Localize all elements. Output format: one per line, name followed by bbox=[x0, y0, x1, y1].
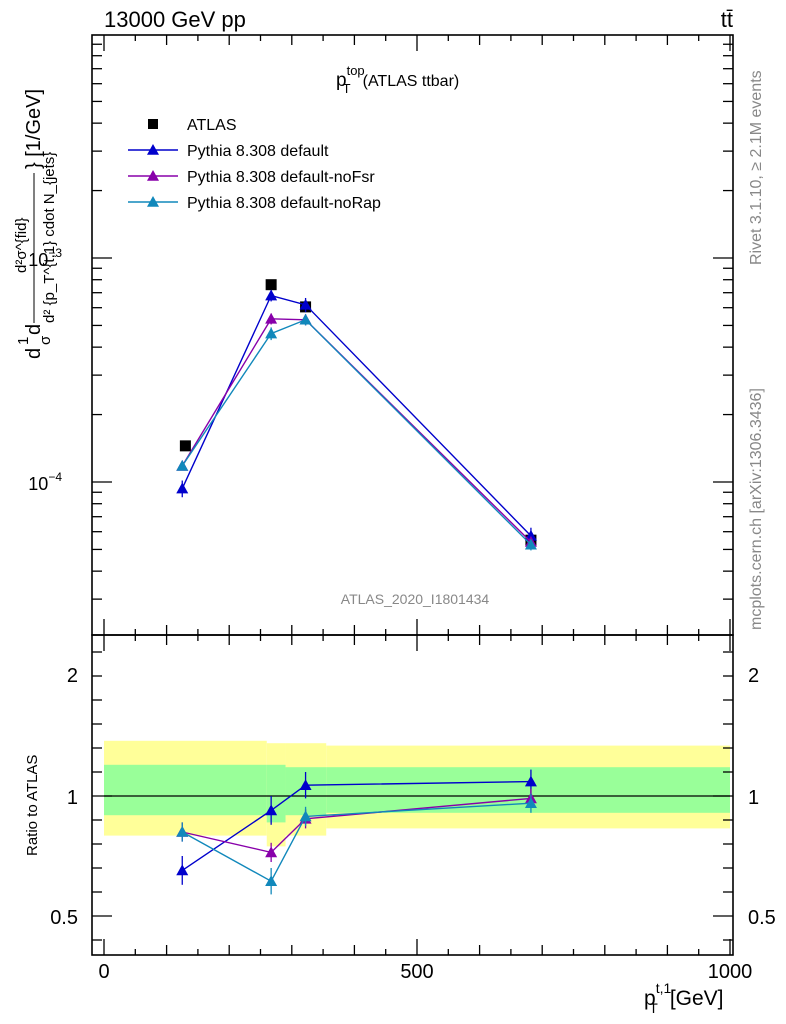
main-panel: ptop T (ATLAS ttbar) ATLAS_2020_I1801434 1… bbox=[13, 34, 734, 636]
ratio-ytick-05-left: 0.5 bbox=[50, 907, 78, 929]
analysis-watermark: ATLAS_2020_I1801434 bbox=[341, 591, 490, 607]
data-point-marker bbox=[265, 279, 277, 291]
ylabel-frac1-den: σ bbox=[37, 335, 54, 345]
legend-square-marker bbox=[148, 119, 158, 129]
ratio-point-marker bbox=[265, 875, 278, 886]
mcplots-label: mcplots.cern.ch [arXiv:1306.3436] bbox=[748, 388, 765, 630]
series-pythia-8-308-default-nofsr bbox=[176, 312, 537, 548]
header-process: tt̄ bbox=[721, 7, 733, 32]
legend: ATLAS Pythia 8.308 default Pythia 8.308 de… bbox=[128, 117, 381, 212]
title-sub: T bbox=[343, 81, 351, 96]
series-line bbox=[181, 318, 532, 543]
ratio-uncertainty-bands bbox=[104, 740, 730, 847]
data-point-marker bbox=[176, 459, 189, 471]
header-collision: 13000 GeV pp bbox=[104, 7, 246, 32]
xtick-label-1000: 1000 bbox=[708, 961, 753, 983]
ratio-point-marker bbox=[265, 804, 278, 816]
ratio-frame bbox=[91, 634, 734, 956]
ylabel-d1: d bbox=[23, 348, 45, 359]
ratio-series-pythia-8-308-default bbox=[176, 769, 537, 885]
legend-item: Pythia 8.308 default-noRap bbox=[128, 195, 381, 212]
ratio-point-marker bbox=[299, 810, 312, 822]
ratio-ytick-1-right: 1 bbox=[748, 787, 759, 809]
legend-label: ATLAS bbox=[187, 117, 237, 134]
ratio-series-line bbox=[181, 802, 531, 883]
ratio-ytick-1-left: 1 bbox=[67, 787, 78, 809]
main-axis-ticks bbox=[92, 35, 733, 635]
ratio-point-marker bbox=[524, 775, 537, 787]
data-point-marker bbox=[299, 313, 312, 325]
ratio-point-marker bbox=[265, 846, 278, 858]
main-y-axis-label: d 1 σ d d²σ^{fid} d² {p_T^{t,1} cdot N_{… bbox=[13, 89, 58, 359]
main-title: ptop T (ATLAS ttbar) bbox=[336, 63, 459, 96]
ratio-ytick-2-right: 2 bbox=[748, 665, 759, 687]
ylabel-frac2-num: d²σ^{fid} bbox=[13, 218, 30, 274]
ratio-series-line bbox=[181, 780, 531, 871]
rivet-label: Rivet 3.1.10, ≥ 2.1M events bbox=[748, 70, 765, 265]
legend-item: ATLAS bbox=[148, 117, 237, 134]
ratio-panel: 2 1 0.5 2 1 0.5 Ratio to ATLAS 0 500 100… bbox=[24, 634, 776, 1016]
ytick-label-1e-4: 10−4 bbox=[28, 470, 62, 494]
legend-label: Pythia 8.308 default-noRap bbox=[187, 195, 381, 212]
main-y-tick-labels: 10−4 10−3 bbox=[28, 246, 62, 494]
ylabel-frac1-num: 1 bbox=[15, 337, 32, 345]
series-pythia-8-308-default-norap bbox=[176, 313, 537, 551]
data-point-marker bbox=[176, 482, 189, 494]
data-point-marker bbox=[265, 312, 278, 324]
legend-item: Pythia 8.308 default-noFsr bbox=[128, 169, 375, 186]
ratio-y-axis-label: Ratio to ATLAS bbox=[24, 755, 41, 856]
data-point-marker bbox=[179, 440, 191, 452]
legend-triangle-marker bbox=[147, 196, 159, 207]
data-point-marker bbox=[265, 327, 278, 339]
legend-item: Pythia 8.308 default bbox=[128, 143, 329, 160]
ytick-label-1e-3: 10−3 bbox=[28, 246, 62, 270]
ratio-ytick-2-left: 2 bbox=[67, 665, 78, 687]
title-main: p bbox=[336, 70, 347, 91]
title-rest: (ATLAS ttbar) bbox=[363, 73, 460, 90]
main-data-layer bbox=[176, 279, 537, 551]
ratio-point-marker bbox=[299, 779, 312, 790]
data-point-marker bbox=[524, 529, 537, 541]
uncertainty-band-green bbox=[104, 764, 267, 816]
ylabel-unit: } [1/GeV] bbox=[23, 89, 45, 169]
legend-label: Pythia 8.308 default-noFsr bbox=[187, 169, 375, 186]
ratio-series-line bbox=[182, 797, 531, 854]
ylabel-d2: d bbox=[23, 324, 45, 335]
data-point-marker bbox=[524, 538, 537, 550]
ratio-point-marker bbox=[524, 797, 537, 808]
legend-label: Pythia 8.308 default bbox=[187, 143, 329, 160]
legend-triangle-marker bbox=[147, 170, 159, 181]
ratio-ytick-05-right: 0.5 bbox=[748, 907, 776, 929]
series-atlas bbox=[179, 279, 537, 546]
ratio-data-layer bbox=[176, 769, 537, 895]
legend-triangle-marker bbox=[147, 144, 159, 155]
ratio-axis-ticks bbox=[92, 635, 733, 955]
series-pythia-8-308-default bbox=[176, 289, 537, 545]
title-sup: top bbox=[347, 63, 365, 78]
xtick-label-500: 500 bbox=[400, 961, 433, 983]
data-point-marker bbox=[265, 289, 278, 301]
series-line bbox=[181, 318, 532, 546]
ratio-series-pythia-8-308-default-norap bbox=[176, 793, 537, 895]
ratio-point-marker bbox=[176, 826, 189, 837]
data-point-marker bbox=[299, 298, 312, 310]
series-line bbox=[181, 294, 532, 537]
xtick-label-0: 0 bbox=[98, 961, 109, 983]
ratio-point-marker bbox=[176, 864, 189, 876]
ylabel-frac2-den: d² {p_T^{t,1} cdot N_{jets} bbox=[41, 152, 58, 323]
x-axis-label: pt,1 T [GeV] bbox=[644, 980, 724, 1016]
